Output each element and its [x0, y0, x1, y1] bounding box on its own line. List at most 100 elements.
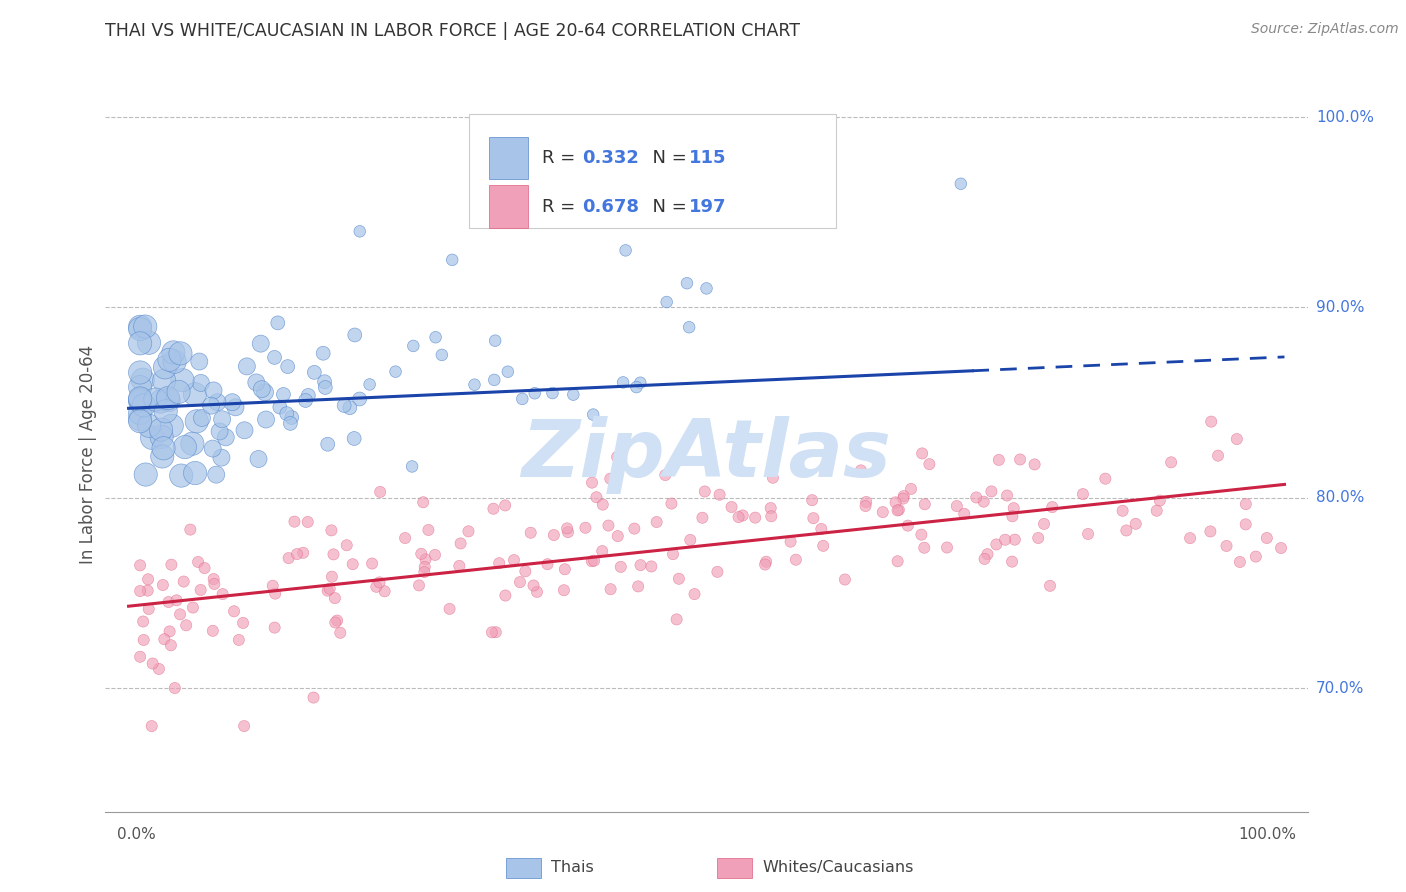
Point [134, 319, 156, 334]
Point [297, 515, 319, 529]
Point [1026, 531, 1049, 545]
Point [312, 346, 335, 360]
Text: 70.0%: 70.0% [1316, 681, 1364, 696]
Point [292, 546, 315, 560]
Point [912, 541, 935, 555]
Point [1004, 533, 1026, 547]
Point [343, 432, 366, 446]
Point [187, 555, 209, 569]
Point [264, 586, 287, 600]
Point [661, 497, 683, 511]
Point [910, 527, 932, 541]
Point [250, 382, 273, 396]
Point [318, 582, 340, 596]
Point [160, 638, 183, 652]
Point [159, 624, 181, 639]
Point [949, 177, 972, 191]
Point [209, 450, 232, 465]
Point [349, 392, 371, 406]
Point [484, 334, 506, 348]
Point [269, 400, 291, 414]
Point [496, 365, 519, 379]
Point [953, 507, 976, 521]
Point [156, 391, 179, 405]
Point [1199, 415, 1222, 429]
Point [606, 450, 628, 464]
Point [1234, 517, 1257, 532]
Point [267, 316, 290, 330]
Text: THAI VS WHITE/CAUCASIAN IN LABOR FORCE | AGE 20-64 CORRELATION CHART: THAI VS WHITE/CAUCASIAN IN LABOR FORCE |… [105, 22, 800, 40]
Point [1039, 579, 1062, 593]
Point [976, 547, 998, 561]
Point [484, 373, 506, 387]
Point [172, 373, 194, 387]
Point [893, 489, 915, 503]
Point [249, 336, 271, 351]
Point [810, 522, 832, 536]
Point [179, 523, 201, 537]
Point [522, 578, 544, 592]
Point [401, 459, 423, 474]
Point [1094, 472, 1116, 486]
Point [503, 553, 526, 567]
Point [232, 615, 254, 630]
Point [129, 336, 152, 351]
Point [554, 562, 576, 576]
Point [754, 558, 776, 572]
Point [132, 632, 155, 647]
Point [834, 573, 856, 587]
Point [678, 320, 700, 334]
Point [1146, 504, 1168, 518]
Point [946, 499, 969, 513]
Point [150, 423, 173, 437]
Point [278, 417, 301, 431]
Point [304, 365, 326, 379]
Point [855, 499, 877, 513]
Point [384, 365, 406, 379]
Point [886, 503, 908, 517]
Point [129, 394, 152, 409]
Point [181, 600, 204, 615]
Point [488, 556, 510, 570]
Text: 115: 115 [689, 149, 725, 167]
Point [423, 548, 446, 562]
Text: N =: N = [641, 198, 692, 216]
Point [222, 604, 245, 618]
Point [143, 392, 166, 407]
Point [425, 330, 447, 344]
Point [181, 436, 204, 450]
Point [273, 387, 295, 401]
Point [254, 412, 277, 426]
Point [449, 558, 471, 573]
Point [720, 500, 742, 514]
Point [132, 373, 155, 387]
Point [415, 552, 437, 566]
Point [1002, 501, 1025, 516]
Point [494, 499, 516, 513]
Point [1010, 452, 1032, 467]
Point [612, 376, 634, 390]
Point [285, 547, 308, 561]
Point [276, 407, 298, 421]
Point [591, 544, 613, 558]
Point [1033, 516, 1056, 531]
Text: 197: 197 [689, 198, 725, 216]
Point [402, 339, 425, 353]
Point [141, 719, 163, 733]
Point [159, 352, 181, 367]
Point [855, 495, 877, 509]
Text: R =: R = [543, 149, 582, 167]
Point [676, 277, 699, 291]
Point [692, 510, 714, 524]
Point [1234, 497, 1257, 511]
Point [211, 412, 233, 426]
Point [349, 224, 371, 238]
Point [314, 380, 336, 394]
Point [174, 618, 197, 632]
Point [277, 551, 299, 566]
Point [1270, 541, 1292, 555]
Point [253, 385, 276, 400]
Point [706, 565, 728, 579]
Point [526, 585, 548, 599]
Point [523, 386, 546, 401]
